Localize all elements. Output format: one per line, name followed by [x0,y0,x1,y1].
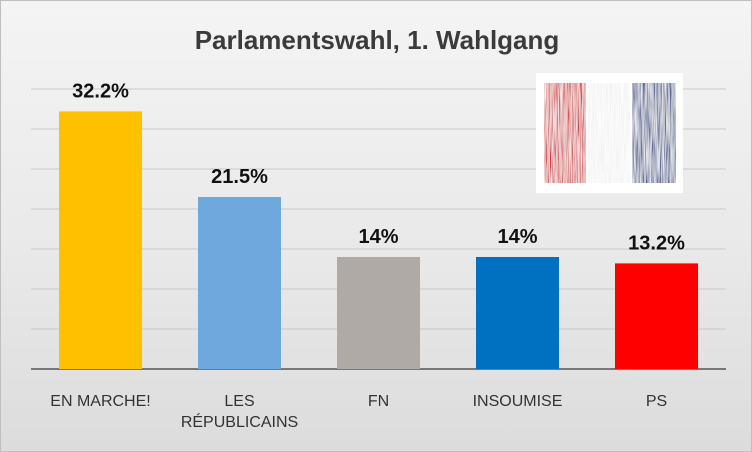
data-labels: 32.2% 21.5% 14% 14% 13.2% [72,80,685,254]
bar [59,111,142,370]
flag-red-stripe [544,83,586,183]
data-label: 21.5% [211,166,268,188]
data-label: 14% [497,226,537,248]
data-label: 32.2% [72,80,129,102]
bar [198,197,281,369]
category-label: INSOUMISE [473,393,563,410]
data-label: 13.2% [628,232,685,254]
bar [615,263,698,369]
category-label: EN MARCHE! [50,393,150,410]
category-label: FN [368,393,389,410]
chart-title: Parlamentswahl, 1. Wahlgang [194,25,560,55]
flag-white-stripe [588,83,630,183]
french-flag-image [536,73,683,193]
bars [59,111,698,370]
bar [476,257,559,369]
category-label: LES [224,393,254,410]
data-label: 14% [358,226,398,248]
flag-painting-icon [544,83,676,183]
flag-blue-stripe [632,83,676,183]
category-label: PS [646,393,667,410]
category-label: RÉPUBLICAINS [181,412,298,431]
bar [337,257,420,369]
category-labels: EN MARCHE! LES RÉPUBLICAINS FN INSOUMISE PS [50,393,667,431]
